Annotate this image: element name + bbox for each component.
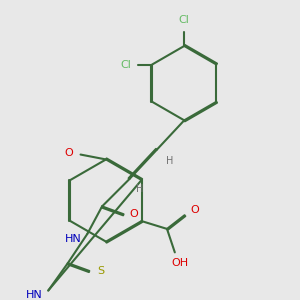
Text: OH: OH xyxy=(171,258,188,268)
Text: Cl: Cl xyxy=(120,60,131,70)
Text: HN: HN xyxy=(65,234,82,244)
Text: O: O xyxy=(64,148,73,158)
Text: H: H xyxy=(136,184,143,194)
Text: HN: HN xyxy=(26,290,43,300)
Text: O: O xyxy=(129,209,138,219)
Text: H: H xyxy=(166,156,173,167)
Text: O: O xyxy=(190,205,199,215)
Text: S: S xyxy=(98,266,105,276)
Text: Cl: Cl xyxy=(179,15,190,25)
